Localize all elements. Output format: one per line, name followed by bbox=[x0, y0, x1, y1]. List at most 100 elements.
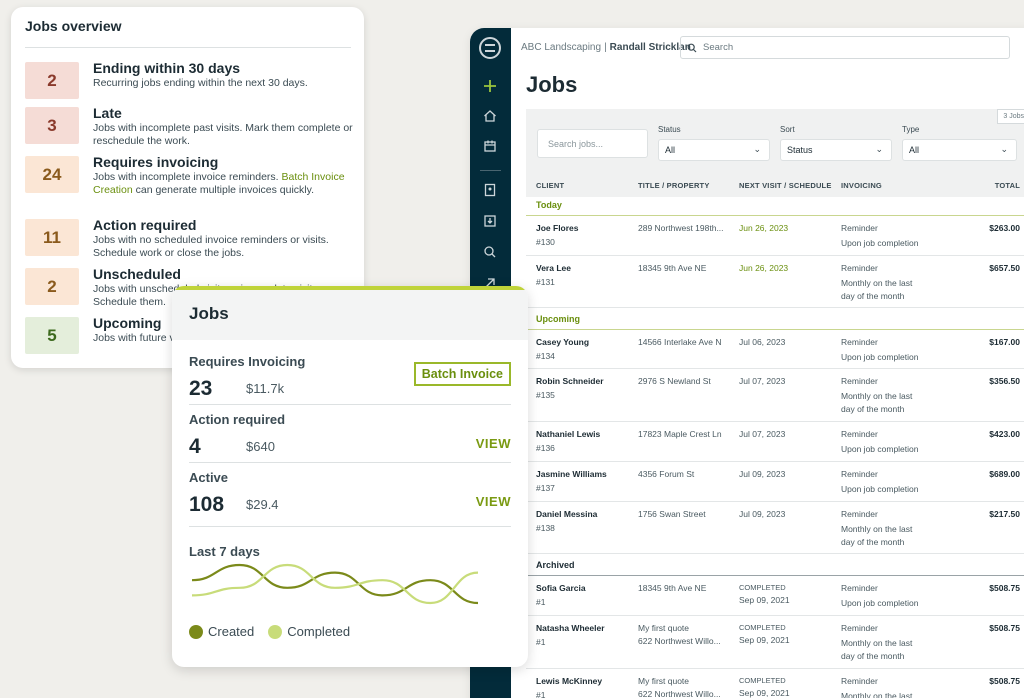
type-select[interactable]: All ⌄ bbox=[902, 139, 1017, 161]
next-visit: Jul 06, 2023 bbox=[739, 337, 786, 347]
card-accent-bar bbox=[172, 286, 528, 290]
overview-item-title: Action required bbox=[93, 217, 197, 233]
global-search-input[interactable]: Search bbox=[680, 36, 1010, 59]
job-number: #134 bbox=[536, 351, 555, 361]
card-divider bbox=[189, 462, 511, 463]
next-visit: Jul 07, 2023 bbox=[739, 429, 786, 439]
property: 1756 Swan Street bbox=[638, 509, 706, 519]
section-archived-label: Archived bbox=[536, 560, 575, 570]
client-name: Natasha Wheeler bbox=[536, 623, 605, 633]
status-filter: Status All ⌄ bbox=[658, 125, 770, 161]
jobs-table: Today Joe Flores #130 289 Northwest 198t… bbox=[526, 194, 1024, 698]
create-plus-icon[interactable] bbox=[480, 76, 500, 96]
table-row[interactable]: Natasha Wheeler #1 My first quote 622 No… bbox=[526, 616, 1024, 669]
batch-invoice-button[interactable]: Batch Invoice bbox=[413, 362, 511, 386]
client-name: Nathaniel Lewis bbox=[536, 429, 601, 439]
job-total: $508.75 bbox=[989, 676, 1020, 686]
job-number: #136 bbox=[536, 443, 555, 453]
table-row[interactable]: Lewis McKinney #1 My first quote 622 Nor… bbox=[526, 669, 1024, 698]
user-name[interactable]: Randall Stricklan bbox=[609, 41, 691, 53]
invoicing-type: Reminder bbox=[841, 376, 878, 386]
column-next-visit[interactable]: NEXT VISIT / SCHEDULE bbox=[739, 181, 832, 190]
table-row[interactable]: Vera Lee #131 18345 9th Ave NE Jun 26, 2… bbox=[526, 256, 1024, 308]
jobs-card-title: Jobs bbox=[189, 304, 229, 323]
job-number: #135 bbox=[536, 390, 555, 400]
table-row[interactable]: Robin Schneider #135 2976 S Newland St J… bbox=[526, 369, 1024, 422]
column-title[interactable]: TITLE / PROPERTY bbox=[638, 181, 710, 190]
job-number: #138 bbox=[536, 523, 555, 533]
job-number: #1 bbox=[536, 690, 546, 698]
action-required-label: Action required bbox=[189, 412, 286, 427]
invoicing-schedule: Upon job completion bbox=[841, 352, 919, 362]
job-total: $423.00 bbox=[989, 429, 1020, 439]
visit-status: COMPLETED bbox=[739, 623, 786, 632]
next-visit: Jun 26, 2023 bbox=[739, 263, 789, 273]
section-upcoming-label: Upcoming bbox=[536, 314, 580, 324]
calendar-icon[interactable] bbox=[480, 136, 500, 156]
invoicing-schedule-cont: day of the month bbox=[841, 651, 905, 661]
job-number: #130 bbox=[536, 237, 555, 247]
jobs-card-header: Jobs bbox=[172, 290, 528, 340]
invoicing-schedule-cont: day of the month bbox=[841, 537, 905, 547]
invoicing-schedule: Monthly on the last bbox=[841, 278, 913, 288]
search-icon bbox=[687, 43, 697, 52]
sort-select-value: Status bbox=[787, 145, 813, 155]
invoicing-type: Reminder bbox=[841, 623, 878, 633]
overview-count-badge: 3 bbox=[25, 107, 79, 144]
invoicing-type: Reminder bbox=[841, 583, 878, 593]
view-action-required-link[interactable]: VIEW bbox=[475, 436, 511, 451]
visit-status: COMPLETED bbox=[739, 676, 786, 685]
property: 17823 Maple Crest Ln bbox=[638, 429, 722, 439]
quotes-icon[interactable] bbox=[480, 242, 500, 262]
table-row[interactable]: Sofia Garcia #1 18345 9th Ave NE COMPLET… bbox=[526, 576, 1024, 616]
job-total: $217.50 bbox=[989, 509, 1020, 519]
card-divider bbox=[189, 526, 511, 527]
jobs-icon[interactable] bbox=[480, 273, 500, 293]
view-active-link[interactable]: VIEW bbox=[475, 494, 511, 509]
sort-select[interactable]: Status ⌄ bbox=[780, 139, 892, 161]
table-row[interactable]: Casey Young #134 14566 Interlake Ave N J… bbox=[526, 330, 1024, 369]
sort-filter: Sort Status ⌄ bbox=[780, 125, 892, 161]
job-total: $689.00 bbox=[989, 469, 1020, 479]
invoicing-type: Reminder bbox=[841, 509, 878, 519]
visit-date: Sep 09, 2021 bbox=[739, 688, 790, 698]
company-name[interactable]: ABC Landscaping bbox=[521, 41, 602, 53]
desc-text: can generate multiple invoices quickly. bbox=[132, 184, 315, 196]
job-total: $356.50 bbox=[989, 376, 1020, 386]
search-jobs-input[interactable]: Search jobs... bbox=[537, 129, 648, 158]
invoicing-schedule: Monthly on the last bbox=[841, 691, 913, 698]
batch-invoice-creation-link[interactable]: Batch Invoice Creation bbox=[93, 171, 345, 196]
requests-inbox-icon[interactable] bbox=[480, 211, 500, 231]
page-title: Jobs bbox=[526, 72, 578, 97]
desc-text: Jobs with incomplete invoice reminders. bbox=[93, 171, 282, 183]
overview-item-title: Unscheduled bbox=[93, 266, 181, 282]
table-row[interactable]: Daniel Messina #138 1756 Swan Street Jul… bbox=[526, 502, 1024, 554]
table-row[interactable]: Jasmine Williams #137 4356 Forum St Jul … bbox=[526, 462, 1024, 502]
status-select-value: All bbox=[665, 145, 676, 155]
status-select[interactable]: All ⌄ bbox=[658, 139, 770, 161]
active-count: 108 bbox=[189, 493, 225, 516]
jobber-logo-icon[interactable] bbox=[479, 37, 501, 59]
property: 4356 Forum St bbox=[638, 469, 695, 479]
legend-created-swatch bbox=[189, 624, 203, 639]
visit-status: COMPLETED bbox=[739, 583, 786, 592]
card-divider bbox=[189, 404, 511, 405]
property: My first quote bbox=[638, 623, 690, 633]
property: 18345 9th Ave NE bbox=[638, 263, 707, 273]
invoicing-type: Reminder bbox=[841, 263, 878, 273]
invoicing-schedule: Monthly on the last bbox=[841, 638, 913, 648]
column-total[interactable]: TOTAL bbox=[994, 181, 1020, 190]
job-number: #131 bbox=[536, 277, 555, 287]
job-total: $263.00 bbox=[989, 223, 1020, 233]
table-row[interactable]: Joe Flores #130 289 Northwest 198th... J… bbox=[526, 216, 1024, 256]
home-icon[interactable] bbox=[480, 106, 500, 126]
invoicing-schedule: Upon job completion bbox=[841, 444, 919, 454]
table-row[interactable]: Nathaniel Lewis #136 17823 Maple Crest L… bbox=[526, 422, 1024, 462]
section-upcoming: Upcoming bbox=[526, 308, 1024, 330]
invoicing-type: Reminder bbox=[841, 469, 878, 479]
section-today: Today bbox=[526, 194, 1024, 216]
job-count-badge: 3 Jobs bbox=[997, 109, 1024, 124]
clients-icon[interactable] bbox=[480, 180, 500, 200]
column-invoicing[interactable]: INVOICING bbox=[841, 181, 882, 190]
column-client[interactable]: CLIENT bbox=[536, 181, 565, 190]
